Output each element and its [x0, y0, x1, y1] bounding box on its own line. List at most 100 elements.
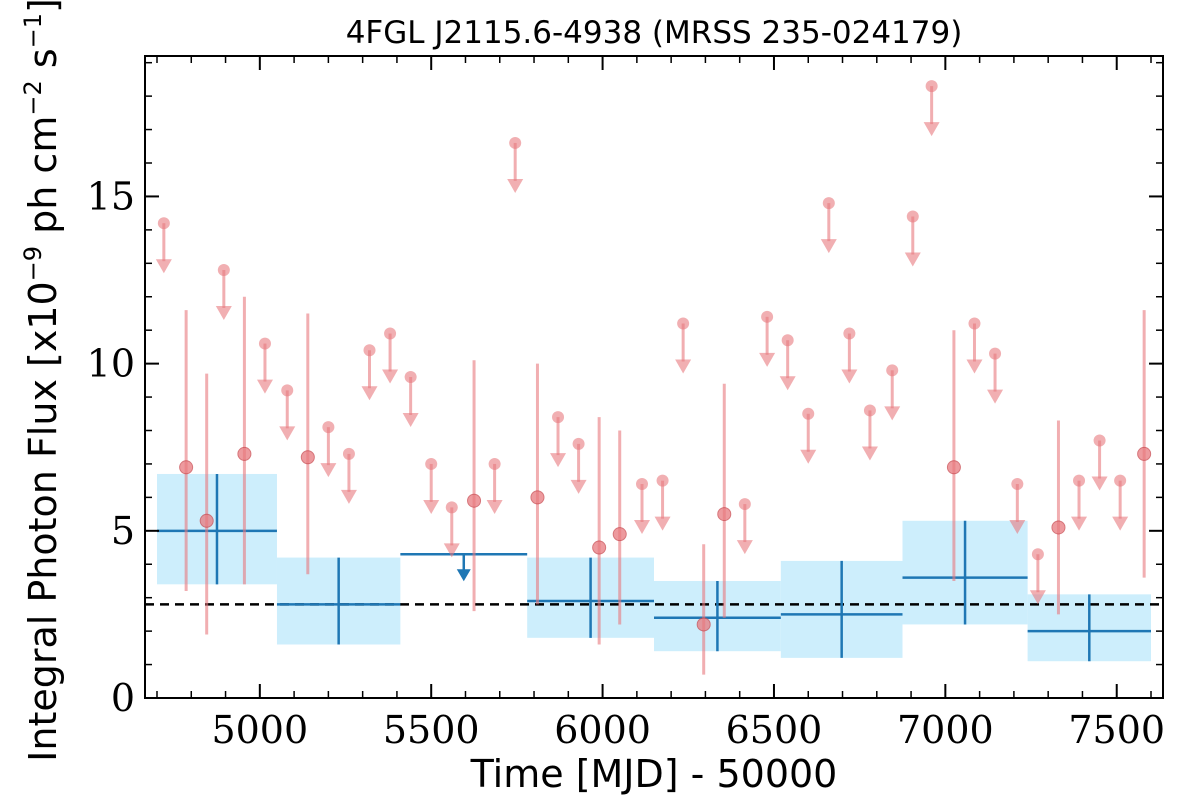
short-bin-ul-arrow — [800, 449, 817, 464]
x-axis-label: Time [MJD] - 50000 — [470, 752, 838, 796]
short-bin-ul-arrow — [1112, 516, 1129, 531]
y-tick-label: 0 — [111, 676, 135, 720]
short-bin-ul-point — [656, 474, 669, 487]
short-bin-ul-point — [781, 334, 794, 347]
short-bin-ul-arrow — [256, 379, 273, 394]
short-bin-ul-point — [1011, 478, 1024, 490]
plot-area — [145, 80, 1163, 675]
x-tick-label: 5500 — [383, 708, 480, 752]
x-tick-label: 7000 — [897, 708, 994, 752]
short-bin-ul-arrow — [759, 352, 776, 367]
short-bin-ul-arrow — [675, 359, 692, 374]
short-bin-ul-point — [384, 327, 397, 340]
short-bin-ul-point — [404, 371, 417, 383]
short-bin-point — [1137, 446, 1152, 461]
short-bin-ul-arrow — [570, 479, 587, 494]
short-bin-ul-point — [217, 264, 230, 276]
short-bin-ul-point — [1073, 474, 1086, 487]
short-bin-ul-arrow — [155, 259, 172, 274]
short-bin-ul-point — [822, 197, 835, 210]
short-bin-ul-arrow — [1091, 476, 1108, 491]
short-bin-point — [300, 450, 315, 465]
y-axis-label-exp2: −2 — [19, 80, 47, 115]
x-tick-label: 6000 — [554, 708, 651, 752]
y-tick-label: 15 — [87, 174, 135, 218]
short-bin-ul-arrow — [1029, 590, 1046, 605]
y-axis-label-unit: ph cm — [21, 116, 65, 246]
short-bin-ul-arrow — [634, 520, 651, 534]
short-bin-ul-arrow — [486, 499, 503, 514]
short-bin-ul-point — [445, 501, 458, 514]
y-axis-label-end: ] — [21, 0, 65, 13]
short-bin-point — [530, 490, 545, 505]
short-bin-point — [696, 617, 711, 632]
short-bin-ul-point — [488, 457, 501, 470]
short-bin-ul-point — [925, 80, 938, 93]
short-bin-ul-point — [281, 384, 294, 397]
short-bin-ul-point — [552, 411, 565, 424]
short-bin-ul-arrow — [736, 540, 753, 555]
plot-frame — [144, 55, 1164, 699]
short-bin-ul-point — [968, 317, 981, 330]
short-bin-ul-arrow — [987, 389, 1004, 404]
short-bin-ul-point — [761, 310, 774, 323]
short-bin-point — [1051, 520, 1066, 535]
y-axis-label-exp3: −1 — [19, 13, 47, 48]
short-bin-ul-arrow — [1071, 516, 1088, 531]
short-bin-ul-arrow — [1009, 520, 1026, 534]
short-bin-ul-point — [802, 407, 815, 420]
short-bin-ul-point — [843, 327, 856, 340]
short-bin-ul-point — [157, 217, 170, 230]
y-tick-label: 10 — [87, 342, 135, 386]
short-bin-ul-arrow — [382, 369, 399, 384]
short-bin-point — [199, 513, 214, 528]
short-bin-ul-point — [738, 498, 751, 511]
long-bin-ul-arrow — [456, 569, 471, 582]
short-bin-ul-point — [572, 437, 585, 450]
short-bin-ul-arrow — [320, 463, 337, 478]
short-bin-point — [612, 527, 627, 542]
short-bin-ul-point — [886, 364, 899, 377]
short-bin-ul-arrow — [904, 252, 921, 267]
short-bin-ul-arrow — [423, 499, 440, 514]
short-bin-ul-arrow — [507, 178, 524, 193]
y-axis-label-exp: −9 — [19, 246, 47, 281]
axis-ticks: 5000 5500 6000 6500 7000 7500 0 5 10 15 — [87, 56, 1165, 752]
short-bin-ul-point — [906, 210, 919, 223]
short-bin-ul-arrow — [215, 306, 232, 320]
short-bin-ul-point — [863, 404, 876, 417]
short-bin-ul-arrow — [923, 122, 940, 137]
x-tick-label: 7500 — [1068, 708, 1165, 752]
short-bin-ul-point — [425, 457, 438, 470]
y-tick-label: 5 — [111, 509, 135, 553]
y-axis-label: Integral Photon Flux [x10−9 ph cm−2 s−1] — [19, 0, 65, 762]
short-bin-ul-point — [322, 421, 335, 434]
x-tick-label: 6500 — [726, 708, 823, 752]
short-bin-ul-arrow — [550, 453, 567, 468]
short-bin-ul-point — [363, 344, 376, 357]
x-tick-label: 5000 — [211, 708, 308, 752]
short-bin-ul-point — [677, 317, 690, 330]
short-bin-point — [592, 540, 607, 555]
short-bin-ul-arrow — [884, 406, 901, 421]
chart-title: 4FGL J2115.6-4938 (MRSS 235-024179) — [346, 15, 963, 51]
short-bin-ul-arrow — [443, 543, 460, 558]
short-bin-point — [179, 460, 194, 475]
short-bin-ul-arrow — [654, 516, 671, 531]
short-bin-ul-point — [258, 337, 271, 350]
short-bin-point — [946, 460, 961, 475]
short-bin-point — [717, 507, 732, 522]
short-bin-ul-arrow — [779, 376, 796, 391]
y-axis-label-main: Integral Photon Flux [x10 — [21, 281, 65, 762]
short-bin-ul-point — [1093, 434, 1106, 447]
short-bin-ul-arrow — [340, 489, 357, 504]
short-bin-ul-point — [1031, 548, 1044, 561]
short-bin-ul-arrow — [841, 369, 858, 384]
short-bin-ul-arrow — [966, 359, 983, 374]
short-bin-ul-arrow — [361, 386, 378, 401]
short-bin-ul-arrow — [402, 413, 419, 427]
short-bin-ul-arrow — [820, 239, 837, 254]
short-bin-ul-point — [989, 347, 1002, 360]
short-bin-ul-point — [636, 478, 649, 490]
